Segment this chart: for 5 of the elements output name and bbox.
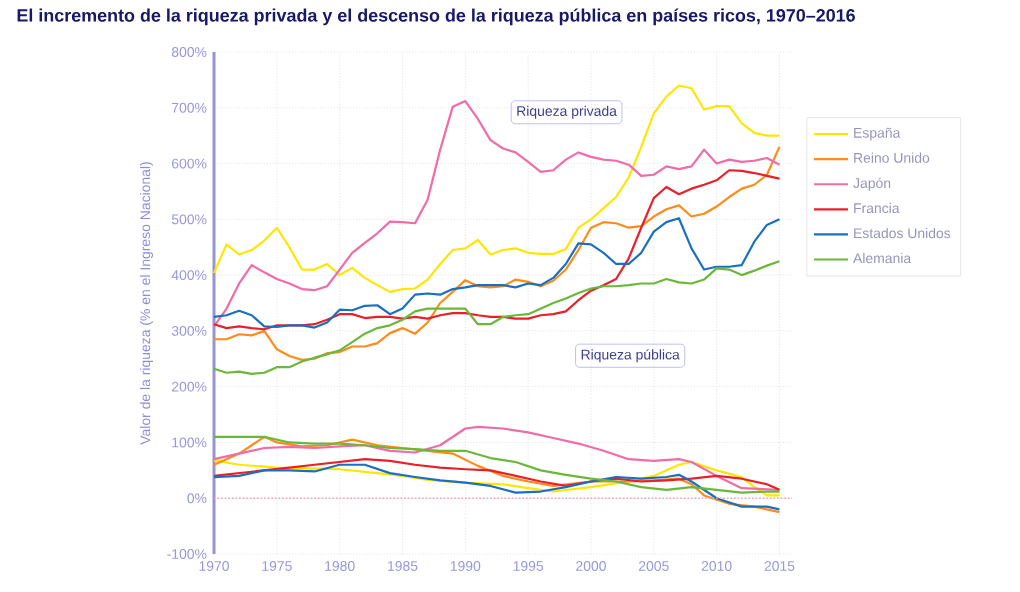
chart-title: El incremento de la riqueza privada y el descenso de la riqueza pública en países ricos, 1970–2016 xyxy=(17,8,855,26)
line-series xyxy=(212,100,781,328)
line-series xyxy=(212,463,781,511)
line-series xyxy=(212,145,781,361)
line-series xyxy=(212,459,781,497)
